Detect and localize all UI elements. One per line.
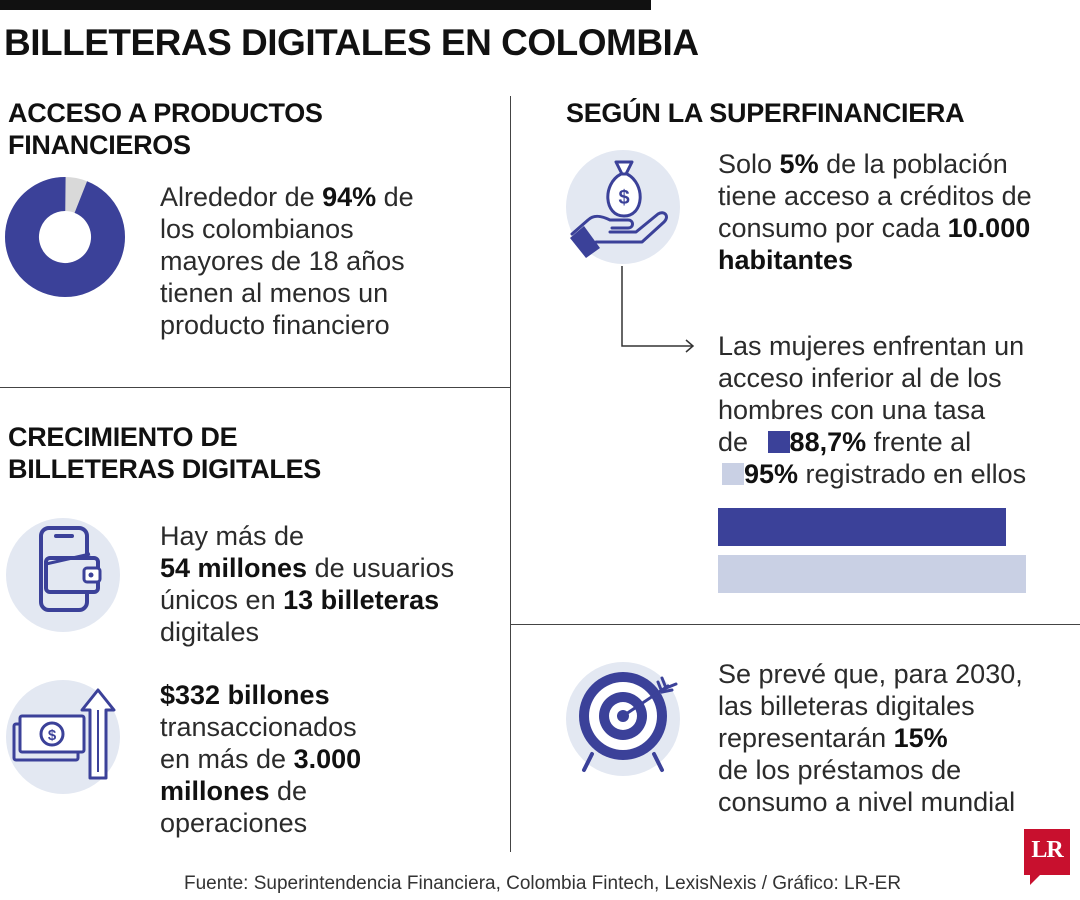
acceso-heading-line-2: FINANCIEROS bbox=[8, 130, 191, 160]
superfinanciera-heading: SEGÚN LA SUPERFINANCIERA bbox=[566, 98, 965, 128]
source-credit: Fuente: Superintendencia Financiera, Col… bbox=[184, 873, 902, 894]
stat-54-millones: 54 millones bbox=[160, 553, 308, 583]
mujeres-line-2: acceso inferior al de los bbox=[718, 363, 1002, 393]
creditos-line-1: Solo 5% de la población bbox=[718, 149, 1008, 179]
prevision-text: Se prevé que, para 2030, las billeteras … bbox=[718, 658, 1078, 818]
trans-line-4: millones de bbox=[160, 776, 308, 806]
left-section-divider bbox=[0, 387, 510, 388]
stat-332-billones: $332 billones bbox=[160, 680, 330, 710]
target-icon bbox=[566, 662, 680, 776]
creditos-line-4: habitantes bbox=[718, 245, 854, 275]
page-title: BILLETERAS DIGITALES EN COLOMBIA bbox=[4, 22, 699, 63]
usuarios-line-4: digitales bbox=[160, 617, 260, 647]
bar-hombres bbox=[718, 555, 1026, 593]
lr-logo-text: LR bbox=[1031, 837, 1063, 863]
trans-line-1: $332 billones bbox=[160, 679, 505, 711]
acceso-heading-line-1: ACCESO A PRODUCTOS bbox=[8, 98, 323, 128]
right-section-divider bbox=[510, 624, 1080, 625]
creditos-line-2: tiene acceso a créditos de bbox=[718, 181, 1032, 211]
bar-mujeres bbox=[718, 508, 1006, 546]
stat-88-7: 88,7% bbox=[789, 427, 867, 457]
trans-line-3: en más de 3.000 bbox=[160, 744, 362, 774]
acceso-line-2: los colombianos bbox=[160, 214, 354, 244]
acceso-line-1: Alrededor de 94% de bbox=[160, 182, 414, 212]
prevision-line-1: Se prevé que, para 2030, bbox=[718, 659, 1023, 689]
crecimiento-heading: CRECIMIENTO DE BILLETERAS DIGITALES bbox=[8, 421, 321, 485]
acceso-line-4: tienen al menos un bbox=[160, 278, 389, 308]
mujeres-text: Las mujeres enfrentan un acceso inferior… bbox=[718, 330, 1078, 490]
crecimiento-heading-line-1: CRECIMIENTO DE bbox=[8, 422, 238, 452]
acceso-line-5: producto financiero bbox=[160, 310, 390, 340]
wallet-phone-icon bbox=[6, 518, 120, 632]
top-rule bbox=[0, 0, 651, 10]
usuarios-line-2: 54 millones de usuarios bbox=[160, 553, 455, 583]
donut-chart bbox=[5, 177, 125, 297]
mujeres-line-1: Las mujeres enfrentan un bbox=[718, 331, 1025, 361]
comparison-bars bbox=[718, 508, 1058, 598]
prevision-line-5: consumo a nivel mundial bbox=[718, 787, 1016, 817]
connector-arrow-icon bbox=[621, 266, 695, 353]
trans-line-2: transaccionados bbox=[160, 712, 357, 742]
creditos-text: Solo 5% de la población tiene acceso a c… bbox=[718, 148, 1078, 276]
trans-line-5: operaciones bbox=[160, 808, 308, 838]
mujeres-line-3: hombres con una tasa bbox=[718, 395, 986, 425]
money-growth-icon: $ bbox=[6, 680, 120, 794]
acceso-heading: ACCESO A PRODUCTOS FINANCIEROS bbox=[8, 97, 323, 161]
stat-94: 94% bbox=[322, 182, 377, 212]
svg-text:$: $ bbox=[48, 727, 57, 744]
acceso-line-3: mayores de 18 años bbox=[160, 246, 405, 276]
donut-value-arc bbox=[5, 177, 125, 297]
stat-5: 5% bbox=[779, 149, 819, 179]
lr-logo: LR bbox=[1024, 829, 1070, 885]
stat-13-billeteras: 13 billeteras bbox=[283, 585, 440, 615]
usuarios-line-3: únicos en 13 billeteras bbox=[160, 585, 440, 615]
transacciones-text: $332 billones transaccionados en más de … bbox=[160, 679, 505, 839]
creditos-line-3: consumo por cada 10.000 bbox=[718, 213, 1031, 243]
mujeres-line-5: 95% registrado en ellos bbox=[718, 458, 1078, 490]
stat-10000: 10.000 bbox=[947, 213, 1031, 243]
usuarios-line-1: Hay más de bbox=[160, 521, 305, 551]
legend-swatch-mujeres bbox=[767, 431, 790, 453]
legend-swatch-hombres bbox=[722, 463, 744, 485]
mujeres-line-4: de 88,7% frente al bbox=[718, 427, 972, 457]
prevision-line-3: representarán 15% bbox=[718, 723, 948, 753]
stat-15: 15% bbox=[893, 723, 948, 753]
stat-3000: 3.000 bbox=[293, 744, 362, 774]
money-bag-hand-icon: $ bbox=[566, 150, 680, 264]
crecimiento-heading-line-2: BILLETERAS DIGITALES bbox=[8, 454, 322, 484]
column-divider bbox=[510, 96, 511, 852]
svg-text:$: $ bbox=[618, 187, 629, 209]
prevision-line-4: de los préstamos de bbox=[718, 755, 962, 785]
prevision-line-2: las billeteras digitales bbox=[718, 691, 975, 721]
stat-95: 95% bbox=[744, 459, 799, 489]
acceso-text: Alrededor de 94% de los colombianos mayo… bbox=[160, 181, 500, 341]
usuarios-text: Hay más de 54 millones de usuarios único… bbox=[160, 520, 505, 648]
